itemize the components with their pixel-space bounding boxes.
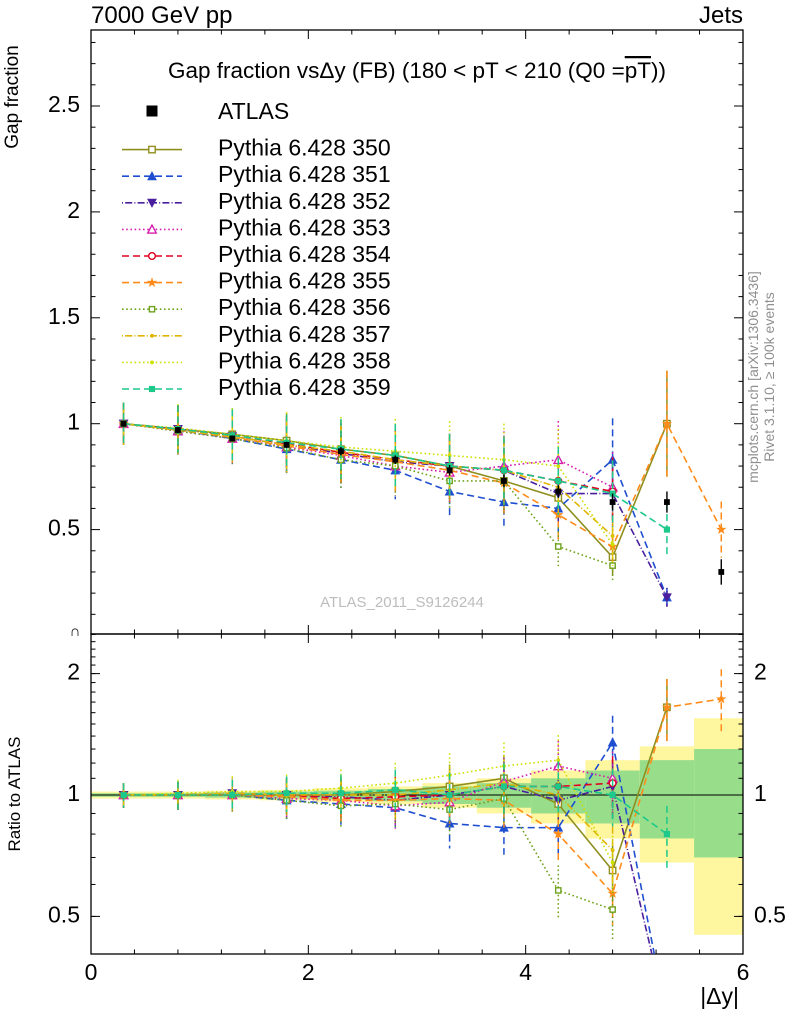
- svg-text:mcplots.cern.ch [arXiv:1306.34: mcplots.cern.ch [arXiv:1306.3436]: [745, 271, 761, 483]
- svg-text:∩: ∩: [70, 623, 81, 640]
- svg-text:2: 2: [67, 197, 80, 223]
- svg-text:Pythia 6.428 352: Pythia 6.428 352: [218, 188, 391, 214]
- svg-text:Pythia 6.428 356: Pythia 6.428 356: [218, 294, 391, 320]
- svg-text:2: 2: [67, 659, 80, 685]
- svg-text:Pythia 6.428 358: Pythia 6.428 358: [218, 347, 391, 373]
- svg-text:1: 1: [67, 409, 80, 435]
- svg-text:Gap fraction: Gap fraction: [2, 45, 23, 149]
- svg-text:0: 0: [85, 959, 98, 985]
- svg-text:0.5: 0.5: [48, 901, 80, 927]
- svg-text:6: 6: [737, 959, 750, 985]
- svg-text:2.5: 2.5: [48, 91, 80, 117]
- svg-text:1: 1: [67, 780, 80, 806]
- svg-text:Pythia 6.428 353: Pythia 6.428 353: [218, 214, 391, 240]
- svg-text:1.5: 1.5: [48, 303, 80, 329]
- svg-text:Pythia 6.428 355: Pythia 6.428 355: [218, 268, 391, 294]
- svg-text:Rivet 3.1.10, ≥ 100k events: Rivet 3.1.10, ≥ 100k events: [761, 292, 777, 462]
- svg-text:2: 2: [302, 959, 315, 985]
- svg-text:2: 2: [754, 659, 767, 685]
- svg-text:ATLAS: ATLAS: [218, 98, 289, 124]
- svg-text:|Δy|: |Δy|: [700, 983, 739, 1009]
- svg-text:1: 1: [754, 780, 767, 806]
- svg-text:4: 4: [519, 959, 532, 985]
- svg-text:Pythia 6.428 359: Pythia 6.428 359: [218, 374, 391, 400]
- svg-text:Gap fraction vsΔy (FB) (180 <: Gap fraction vsΔy (FB) (180 < pT < 210 (…: [168, 58, 666, 83]
- svg-text:0.5: 0.5: [754, 901, 786, 927]
- svg-text:0.5: 0.5: [48, 515, 80, 541]
- svg-text:7000 GeV pp: 7000 GeV pp: [91, 2, 232, 29]
- svg-text:Pythia 6.428 357: Pythia 6.428 357: [218, 321, 391, 347]
- svg-text:Pythia 6.428 354: Pythia 6.428 354: [218, 241, 391, 267]
- svg-text:ATLAS_2011_S9126244: ATLAS_2011_S9126244: [320, 594, 484, 611]
- svg-text:Pythia 6.428 351: Pythia 6.428 351: [218, 161, 391, 187]
- svg-text:Jets: Jets: [699, 2, 743, 29]
- svg-text:Ratio to ATLAS: Ratio to ATLAS: [5, 737, 24, 852]
- svg-text:Pythia 6.428 350: Pythia 6.428 350: [218, 135, 391, 161]
